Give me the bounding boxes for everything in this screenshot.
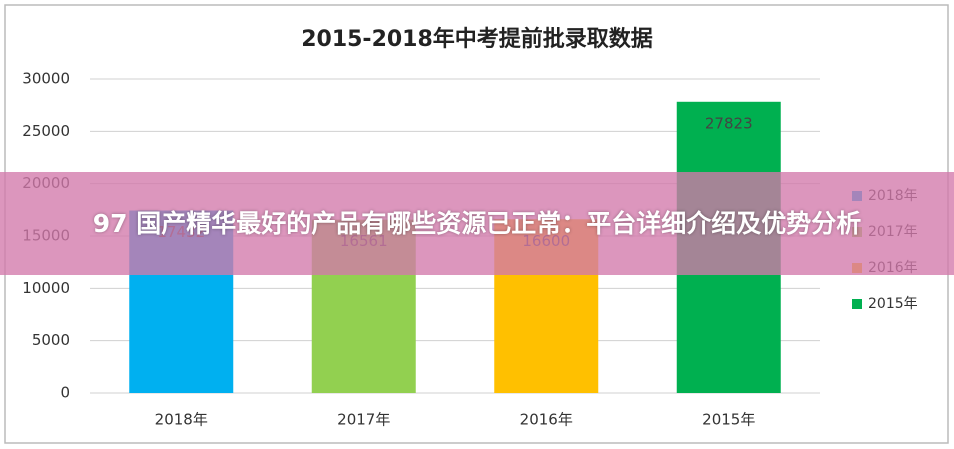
- y-tick-label: 25000: [22, 122, 70, 140]
- chart-title: 2015-2018年中考提前批录取数据: [301, 26, 653, 52]
- x-tick-label: 2015年: [702, 411, 755, 429]
- data-label: 27823: [705, 114, 753, 132]
- y-tick-label: 10000: [22, 279, 70, 297]
- legend-swatch: [852, 299, 862, 309]
- y-tick-label: 30000: [22, 70, 70, 88]
- banner: 97 国产精华最好的产品有哪些资源已正常：平台详细介绍及优势分析: [0, 172, 954, 275]
- y-tick-label: 5000: [32, 331, 70, 349]
- banner-text: 97 国产精华最好的产品有哪些资源已正常：平台详细介绍及优势分析: [92, 208, 862, 238]
- x-tick-label: 2016年: [520, 411, 573, 429]
- y-tick-label: 0: [60, 384, 70, 402]
- x-tick-label: 2018年: [155, 411, 208, 429]
- x-tick-label: 2017年: [337, 411, 390, 429]
- legend-label: 2015年: [868, 296, 918, 312]
